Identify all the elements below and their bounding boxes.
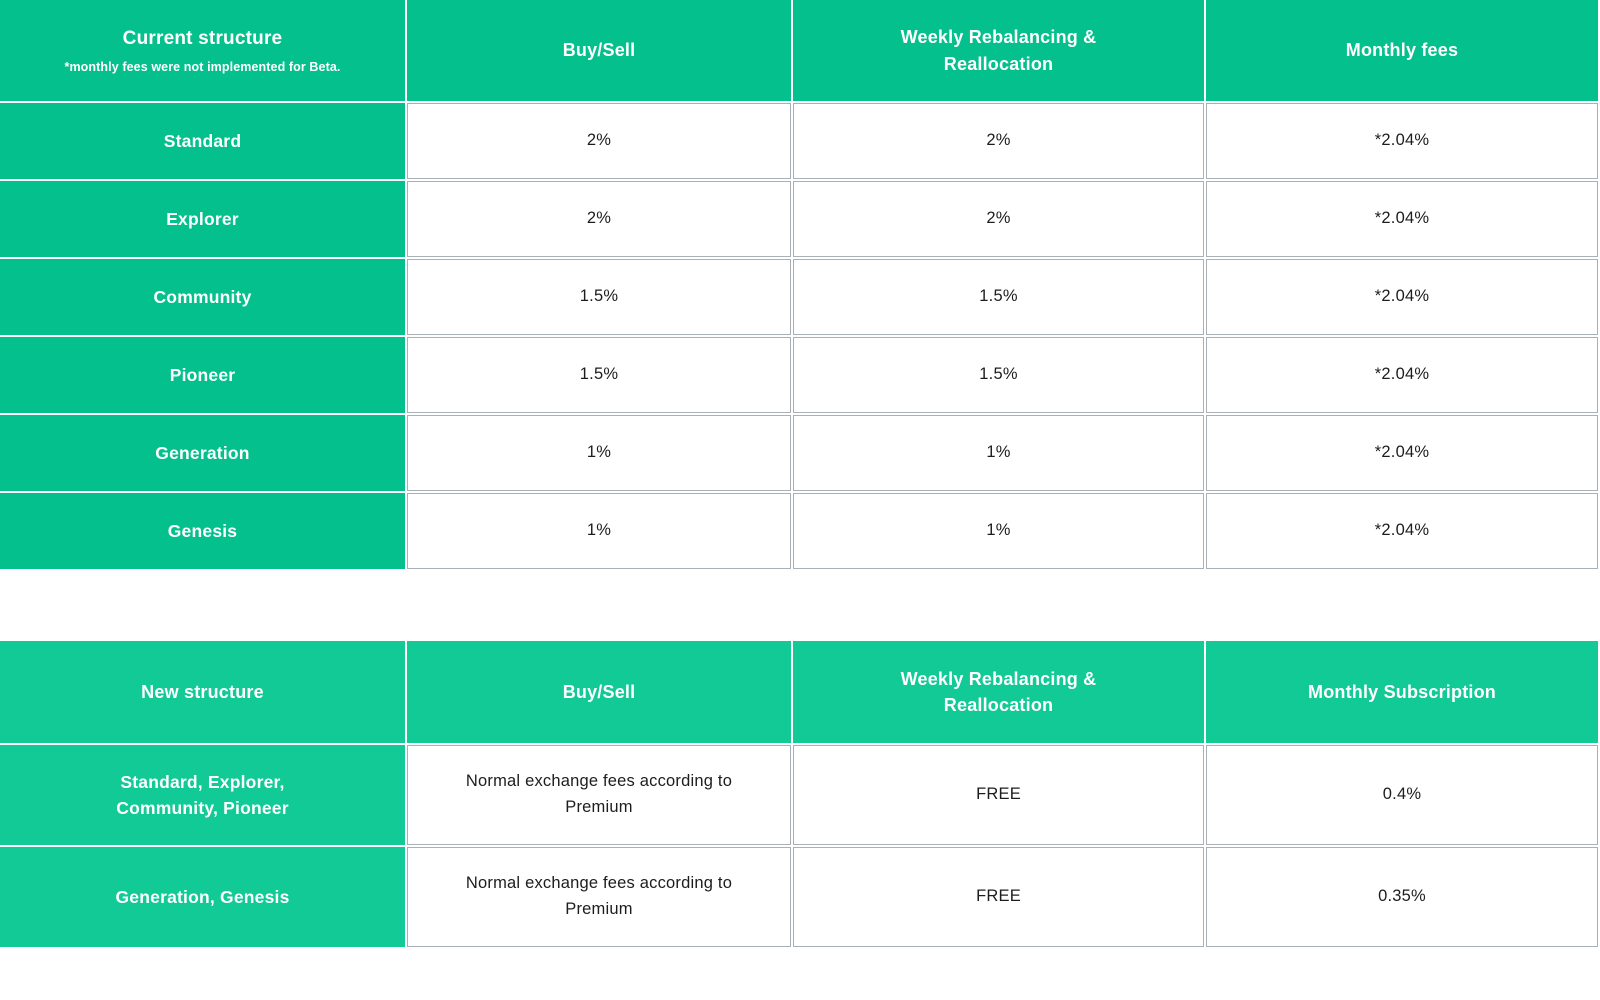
monthly-fees-column-header-label: Monthly fees (1345, 40, 1459, 61)
buysell-column-header: Buy/Sell (407, 0, 791, 101)
tier-group-cell-generation-genesis: Generation, Genesis (0, 847, 405, 947)
buysell-value-cell: 1% (407, 493, 791, 569)
rebalancing-value-cell: 2% (793, 103, 1204, 179)
new-structure-header-cell: New structure (0, 641, 405, 743)
monthly-fee-value-cell: *2.04% (1206, 259, 1598, 335)
buysell-column-header: Buy/Sell (407, 641, 791, 743)
monthly-fee-value-cell: *2.04% (1206, 493, 1598, 569)
tier-cell-explorer: Explorer (0, 181, 405, 257)
buysell-value-cell: Normal exchange fees according to Premiu… (407, 847, 791, 947)
monthly-fee-value-cell: *2.04% (1206, 103, 1598, 179)
buysell-value-cell: Normal exchange fees according to Premiu… (407, 745, 791, 845)
new-structure-title: New structure (141, 681, 264, 702)
buysell-column-header-label: Buy/Sell (562, 40, 636, 61)
rebalancing-column-header: Weekly Rebalancing & Reallocation (793, 0, 1204, 101)
rebalancing-value-cell: 1% (793, 415, 1204, 491)
rebalancing-value-cell: 1.5% (793, 337, 1204, 413)
rebalancing-value-cell: 1.5% (793, 259, 1204, 335)
rebalancing-column-header: Weekly Rebalancing & Reallocation (793, 641, 1204, 743)
rebalancing-column-header-label: Weekly Rebalancing & Reallocation (900, 668, 1097, 715)
tier-cell-generation: Generation (0, 415, 405, 491)
buysell-value-text: Normal exchange fees according to Premiu… (465, 874, 733, 918)
tier-group-label: Standard, Explorer, Community, Pioneer (116, 771, 289, 818)
monthly-fee-value-cell: *2.04% (1206, 415, 1598, 491)
buysell-value-cell: 1.5% (407, 337, 791, 413)
monthly-subscription-value-cell: 0.4% (1206, 745, 1598, 845)
rebalancing-value-cell: FREE (793, 847, 1204, 947)
tier-cell-standard: Standard (0, 103, 405, 179)
current-structure-title: Current structure (122, 27, 283, 49)
tier-group-cell-standard-pioneer: Standard, Explorer, Community, Pioneer (0, 745, 405, 845)
current-structure-table: Current structure *monthly fees were not… (0, 0, 1598, 569)
new-structure-table: New structure Buy/Sell Weekly Rebalancin… (0, 641, 1598, 947)
monthly-fees-column-header: Monthly fees (1206, 0, 1598, 101)
tier-cell-pioneer: Pioneer (0, 337, 405, 413)
buysell-column-header-label: Buy/Sell (562, 681, 636, 702)
rebalancing-value-cell: 1% (793, 493, 1204, 569)
buysell-value-text: Normal exchange fees according to Premiu… (465, 772, 733, 816)
tier-cell-genesis: Genesis (0, 493, 405, 569)
buysell-value-cell: 2% (407, 181, 791, 257)
monthly-subscription-column-header-label: Monthly Subscription (1308, 681, 1496, 702)
beta-fees-note: *monthly fees were not implemented for B… (64, 60, 341, 75)
rebalancing-value-cell: FREE (793, 745, 1204, 845)
rebalancing-value-cell: 2% (793, 181, 1204, 257)
monthly-fee-value-cell: *2.04% (1206, 337, 1598, 413)
rebalancing-column-header-label: Weekly Rebalancing & Reallocation (900, 27, 1097, 74)
monthly-fee-value-cell: *2.04% (1206, 181, 1598, 257)
current-structure-header-cell: Current structure *monthly fees were not… (0, 0, 405, 101)
tier-group-label: Generation, Genesis (115, 886, 290, 907)
monthly-subscription-value-cell: 0.35% (1206, 847, 1598, 947)
monthly-subscription-column-header: Monthly Subscription (1206, 641, 1598, 743)
buysell-value-cell: 2% (407, 103, 791, 179)
buysell-value-cell: 1.5% (407, 259, 791, 335)
buysell-value-cell: 1% (407, 415, 791, 491)
tier-cell-community: Community (0, 259, 405, 335)
